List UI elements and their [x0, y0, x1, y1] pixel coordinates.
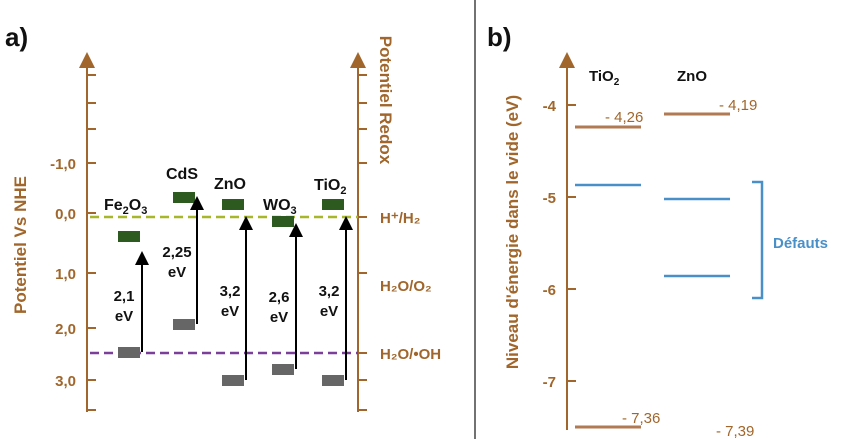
gap-unit-cds: eV — [168, 264, 186, 281]
redox-label-h2o-oh: H₂O/•OH — [380, 346, 441, 363]
tick-label-neg1: -1,0 — [50, 156, 76, 173]
column-header-tio2: TiO2 — [589, 68, 620, 88]
material-name-wo3: WO3 — [263, 197, 297, 217]
gap-unit-tio2: eV — [320, 303, 338, 320]
conduction-band-tio2 — [322, 199, 344, 210]
conduction-band-zno — [222, 199, 244, 210]
material-zno: ZnO 3,2 eV — [214, 176, 253, 386]
material-name-zno: ZnO — [214, 176, 246, 193]
valence-band-wo3 — [272, 364, 294, 375]
gap-value-wo3: 2,6 — [269, 289, 290, 306]
tick-label-2: 2,0 — [55, 321, 76, 338]
material-fe2o3: Fe2O3 2,1 eV — [104, 197, 149, 358]
defects-bracket — [752, 180, 764, 300]
material-cds: CdS 2,25 eV — [162, 166, 204, 330]
valence-band-tio2 — [322, 375, 344, 386]
gap-value-zno: 3,2 — [220, 283, 241, 300]
tio2-conduction-value: - 4,26 — [605, 109, 643, 126]
vacuum-tick-neg4: -4 — [543, 98, 557, 115]
tick-label-0: 0,0 — [55, 206, 76, 223]
vacuum-tick-neg6: -6 — [543, 282, 556, 299]
conduction-band-cds — [173, 192, 195, 203]
valence-band-zno — [222, 375, 244, 386]
zno-conduction-value: - 4,19 — [719, 97, 757, 114]
panel-a-label: a) — [5, 22, 28, 52]
right-axis-title: Potentiel Redox — [376, 36, 395, 165]
material-name-cds: CdS — [166, 166, 198, 183]
conduction-band-fe2o3 — [118, 231, 140, 242]
vacuum-tick-neg7: -7 — [543, 374, 556, 391]
gap-value-cds: 2,25 — [162, 244, 191, 261]
material-name-fe2o3: Fe2O3 — [104, 197, 147, 217]
redox-label-h2o-o2: H₂O/O₂ — [380, 278, 432, 295]
material-name-tio2: TiO2 — [314, 177, 347, 197]
right-axis-ticks — [358, 74, 367, 411]
material-tio2: TiO2 3,2 eV — [314, 177, 353, 386]
left-axis-title: Potentiel Vs NHE — [11, 176, 30, 314]
vacuum-axis-title: Niveau d'énergie dans le vide (eV) — [503, 95, 522, 369]
gap-value-tio2: 3,2 — [319, 283, 340, 300]
vacuum-tick-neg5: -5 — [543, 190, 556, 207]
zno-valence-value: - 7,39 — [716, 423, 754, 439]
valence-band-cds — [173, 319, 195, 330]
defects-label: Défauts — [773, 235, 828, 252]
left-axis-ticks — [87, 74, 96, 411]
conduction-band-wo3 — [272, 216, 294, 227]
vacuum-axis-ticks — [567, 104, 576, 382]
valence-band-fe2o3 — [118, 347, 140, 358]
material-wo3: WO3 2,6 eV — [263, 197, 303, 375]
panel-b-label: b) — [487, 22, 512, 52]
tick-label-3: 3,0 — [55, 373, 76, 390]
redox-label-h-plus: H⁺/H₂ — [380, 210, 420, 227]
gap-value-fe2o3: 2,1 — [114, 288, 135, 305]
gap-unit-wo3: eV — [270, 309, 288, 326]
column-header-zno: ZnO — [677, 68, 707, 85]
tick-label-1: 1,0 — [55, 266, 76, 283]
tio2-valence-value: - 7,36 — [622, 410, 660, 427]
gap-unit-zno: eV — [221, 303, 239, 320]
gap-unit-fe2o3: eV — [115, 308, 133, 325]
